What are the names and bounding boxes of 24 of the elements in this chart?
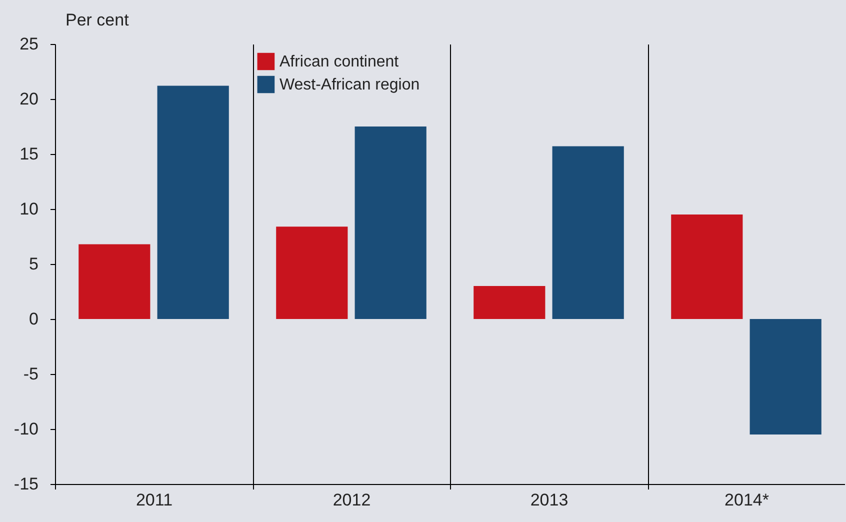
bar	[157, 86, 229, 319]
y-tick-label: 25	[20, 34, 38, 54]
y-tick-label: 10	[20, 200, 38, 218]
bar	[276, 226, 348, 319]
x-tick-label: 2012	[332, 490, 371, 510]
legend-label: African continent	[279, 54, 400, 70]
y-tick-label: 20	[20, 90, 38, 108]
x-tick-label: 2014*	[724, 490, 770, 510]
y-tick-label: -10	[14, 420, 38, 438]
x-tick-label: 2011	[136, 490, 173, 510]
bar	[671, 214, 743, 319]
bar	[354, 126, 426, 319]
bar	[78, 244, 150, 319]
bar	[474, 286, 546, 319]
y-tick-label: 0	[29, 310, 38, 328]
bar	[750, 319, 822, 434]
x-tick-label: 2013	[530, 490, 568, 510]
y-tick-label: -15	[14, 474, 38, 494]
legend-label: West-African region	[279, 76, 420, 94]
bar	[552, 146, 624, 319]
y-tick-label: 5	[29, 254, 38, 274]
y-tick-label: 15	[20, 144, 38, 164]
y-tick-label: -5	[23, 364, 38, 384]
y-axis-title: Per cent	[66, 10, 130, 30]
